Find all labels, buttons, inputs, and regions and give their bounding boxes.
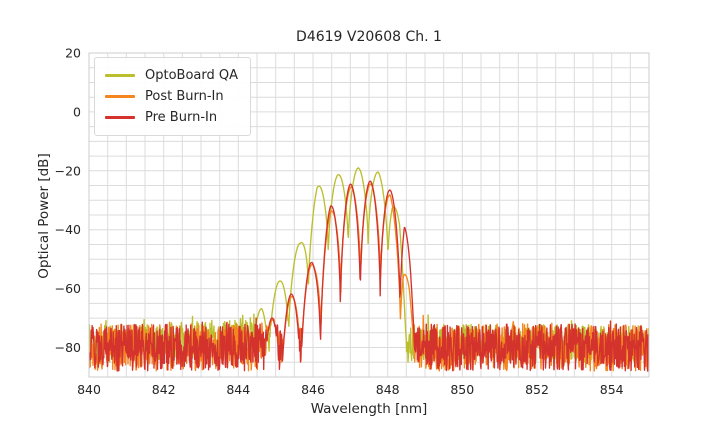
x-tick-label: 844 bbox=[226, 382, 250, 397]
legend-label: OptoBoard QA bbox=[145, 68, 238, 83]
x-tick-label: 852 bbox=[525, 382, 549, 397]
legend-label: Post Burn-In bbox=[145, 89, 224, 104]
y-tick-label: −60 bbox=[55, 281, 81, 296]
legend-label: Pre Burn-In bbox=[145, 110, 218, 125]
legend-line-sample bbox=[105, 116, 135, 119]
y-tick-label: −80 bbox=[55, 340, 81, 355]
tick-labels: 840 842 844 846 848 850 852 854 20 0 −20 −40 −60 −80 bbox=[55, 46, 624, 398]
legend-item-pre-burn-in: Pre Burn-In bbox=[105, 107, 238, 128]
series-traces bbox=[89, 167, 649, 372]
legend-item-optoboard-qa: OptoBoard QA bbox=[105, 65, 238, 86]
y-tick-label: −40 bbox=[55, 222, 81, 237]
legend-line-sample bbox=[105, 74, 135, 77]
x-tick-label: 848 bbox=[376, 382, 400, 397]
chart-title: D4619 V20608 Ch. 1 bbox=[296, 29, 442, 45]
x-axis-label: Wavelength [nm] bbox=[310, 401, 428, 417]
legend-item-post-burn-in: Post Burn-In bbox=[105, 86, 238, 107]
x-tick-label: 840 bbox=[77, 382, 101, 397]
y-tick-label: −20 bbox=[55, 163, 81, 178]
y-tick-label: 0 bbox=[73, 104, 81, 119]
x-tick-label: 846 bbox=[301, 382, 325, 397]
x-tick-label: 850 bbox=[450, 382, 474, 397]
x-tick-label: 842 bbox=[152, 382, 176, 397]
series-line-pre-burn-in bbox=[89, 180, 649, 372]
legend-line-sample bbox=[105, 95, 135, 98]
x-tick-label: 854 bbox=[600, 382, 624, 397]
plot-border bbox=[88, 52, 650, 378]
legend: OptoBoard QA Post Burn-In Pre Burn-In bbox=[94, 57, 251, 136]
y-tick-label: 20 bbox=[65, 46, 81, 61]
